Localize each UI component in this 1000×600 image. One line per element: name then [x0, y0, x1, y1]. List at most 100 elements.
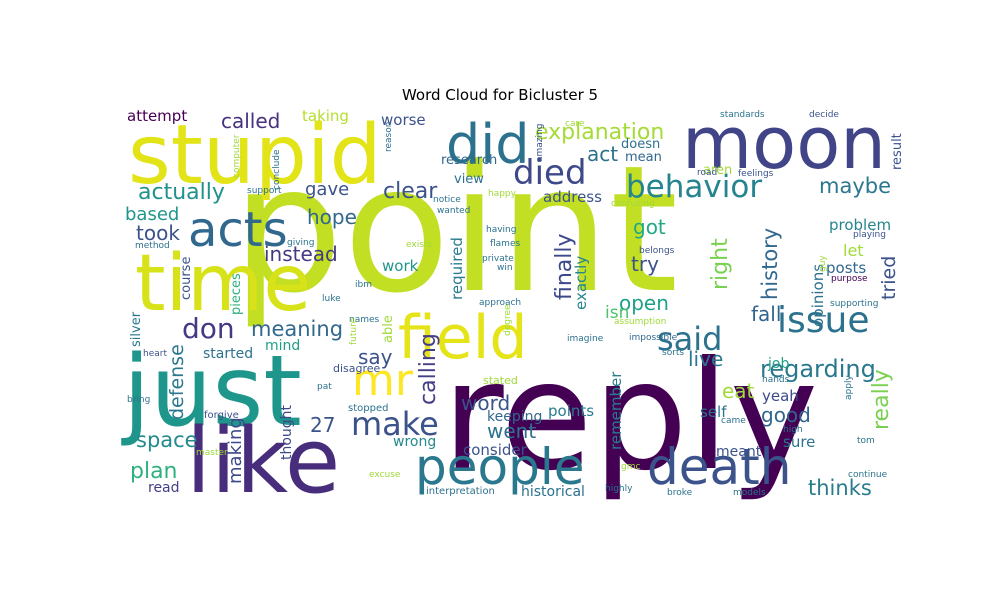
word-amazing: amazing [535, 124, 545, 162]
word-hands: hands [762, 375, 790, 385]
word-meaning: meaning [251, 317, 343, 341]
word-started: started [203, 346, 253, 362]
word-hope: hope [307, 205, 357, 229]
word-approach: approach [479, 298, 521, 308]
word-based: based [125, 204, 179, 225]
word-got: got [633, 215, 666, 239]
word-private: private [482, 254, 514, 264]
word-flames: flames [490, 239, 520, 249]
word-behavior: behavior [626, 169, 762, 205]
word-clear: clear [383, 179, 438, 204]
word-ibm: ibm [355, 280, 372, 290]
word-confusing: confusing [611, 199, 655, 209]
word-say: say [358, 345, 393, 369]
word-posts: posts [826, 259, 866, 277]
word-death: death [647, 438, 791, 496]
word-aren: aren [703, 163, 732, 178]
word-meant: meant [716, 444, 762, 460]
word-master: master [196, 448, 228, 458]
word-silver: silver [129, 311, 144, 347]
word-right: right [708, 238, 733, 290]
word-heart: heart [143, 349, 167, 359]
word-research: research [441, 153, 497, 168]
word-excuse: excuse [369, 470, 401, 480]
word-let: let [843, 241, 864, 260]
word-plan: plan [130, 459, 178, 484]
word-make: make [351, 405, 439, 443]
word-required: required [448, 237, 466, 300]
word-points: points [548, 402, 594, 420]
word-support: support [247, 186, 282, 196]
word-point: point [232, 129, 678, 332]
word-went: went [487, 419, 536, 443]
word-degree: degree [503, 304, 513, 336]
word-care: care [565, 119, 585, 129]
word-called: called [221, 109, 280, 133]
word-problem: problem [829, 216, 891, 234]
word-mind: mind [265, 338, 300, 354]
word-giving: giving [287, 238, 314, 248]
word-calling: calling [416, 333, 441, 405]
word-eat: eat [722, 379, 755, 403]
word-course: course [179, 257, 194, 300]
word-opinions: opinions [809, 264, 827, 327]
word-maybe: maybe [819, 174, 891, 198]
word-assumption: assumption [614, 317, 666, 327]
word-historical: historical [521, 484, 585, 500]
word-thinks: thinks [808, 476, 872, 500]
word-purpose: purpose [831, 274, 868, 284]
word-win: win [497, 263, 513, 273]
word-tom: tom [857, 436, 875, 446]
word-impossible: impossible [629, 333, 678, 343]
word-able: able [381, 315, 396, 343]
word-taking: taking [302, 107, 349, 125]
word-models: models [733, 488, 766, 498]
word-future: future [349, 317, 359, 345]
word-27: 27 [310, 413, 335, 437]
word-moon: moon [682, 101, 886, 185]
word-view: view [454, 172, 484, 187]
word-interpretation: interpretation [426, 486, 495, 497]
word-exists: exists [406, 240, 432, 250]
word-mr: mr [352, 355, 414, 406]
word-good: good [761, 403, 811, 427]
word-acts: acts [188, 202, 288, 258]
word-forgive: forgive [204, 410, 239, 421]
word-defense: defense [166, 344, 188, 420]
word-live: live [688, 347, 723, 371]
word-playing: playing [853, 230, 886, 240]
word-disagree: disagree [333, 362, 381, 375]
word-yeah: yeah [762, 387, 799, 405]
word-consider: consider [463, 441, 528, 459]
word-pat: pat [317, 382, 332, 392]
word-wrong: wrong [393, 434, 436, 450]
word-stated: stated [483, 374, 518, 387]
word-standards: standards [720, 110, 765, 120]
word-conclude: conclude [272, 149, 282, 190]
word-said: said [657, 320, 722, 358]
chart-title: Word Cloud for Bicluster 5 [401, 86, 599, 104]
word-exactly: exactly [572, 256, 590, 310]
word-having: having [486, 225, 516, 235]
word-worse: worse [381, 111, 426, 129]
word-sure: sure [783, 433, 815, 451]
word-continue: continue [848, 470, 888, 480]
word-stupid: stupid [128, 108, 382, 203]
word-field: field [398, 303, 527, 373]
word-feelings: feelings [738, 169, 774, 179]
word-names: names [349, 315, 380, 325]
word-highly: highly [605, 484, 633, 494]
word-really: really [869, 369, 894, 430]
word-work: work [382, 257, 419, 275]
word-word: word [461, 391, 510, 415]
word-belongs: belongs [639, 246, 675, 256]
word-doesn: doesn [621, 137, 660, 152]
word-decide: decide [809, 110, 839, 120]
word-pieces: pieces [229, 273, 244, 315]
word-open: open [619, 291, 669, 315]
word-attempt: attempt [127, 107, 187, 125]
word-stopped: stopped [348, 403, 388, 414]
word-history: history [758, 228, 782, 300]
word-making: making [225, 417, 246, 484]
word-reason: reason [384, 122, 394, 152]
